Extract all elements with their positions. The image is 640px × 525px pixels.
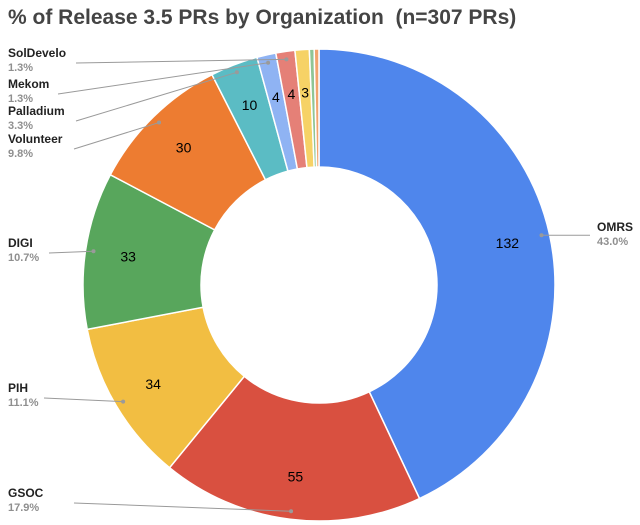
leader-line-palladium [75,71,238,122]
leader-line-volunteer [73,122,160,150]
ext-label-name-gsoc: GSOC [8,486,44,500]
leader-line-pih [43,397,124,403]
leader-dot-palladium [234,70,239,75]
ext-label-percent-palladium: 3.3% [8,120,33,132]
chart-title: % of Release 3.5 PRs by Organization (n=… [8,6,517,29]
ext-label-percent-digi: 10.7% [8,252,39,264]
slice-omrs-0 [318,48,556,500]
ext-label-percent-volunteer: 9.8% [8,148,33,160]
ext-label-percent-gsoc: 17.9% [8,502,39,514]
value-label-omrs-0: 132 [496,235,520,251]
leader-dot-pih [121,399,126,404]
ext-label-name-soldevelo: SolDevelo [8,46,66,60]
leader-line-soldevelo [75,58,287,64]
value-label-other-8: 3 [301,84,309,100]
ext-label-percent-soldevelo: 1.3% [8,62,33,74]
value-label-digi-3: 33 [120,248,136,264]
leader-line-digi [48,250,94,254]
leader-dot-omrs [539,233,544,238]
slice-other-10 [313,48,320,168]
ext-label-name-pih: PIH [8,381,28,395]
value-label-mekom-6: 4 [272,89,280,105]
ext-label-name-omrs: OMRS [597,220,633,234]
ext-label-percent-omrs: 43.0% [597,236,628,248]
leader-dot-digi [91,249,96,254]
ext-label-name-digi: DIGI [8,236,33,250]
ext-label-name-palladium: Palladium [8,104,65,118]
value-label-volunteer-4: 30 [176,139,192,155]
value-label-pih-2: 34 [145,376,161,392]
ext-label-percent-pih: 11.1% [8,397,39,409]
ext-label-name-volunteer: Volunteer [8,132,63,146]
leader-line-gsoc [73,502,292,512]
leader-dot-gsoc [289,509,294,514]
leader-line-mekom [57,62,269,95]
value-label-gsoc-1: 55 [288,469,304,485]
ext-label-percent-mekom: 1.3% [8,93,33,105]
leader-dot-mekom [266,60,271,65]
value-label-palladium-5: 10 [242,97,258,113]
leader-dot-volunteer [157,120,162,125]
leader-dot-soldevelo [284,57,289,62]
slice-gsoc-1 [168,375,421,522]
ext-label-name-mekom: Mekom [8,77,49,91]
value-label-soldevelo-7: 4 [288,86,296,102]
